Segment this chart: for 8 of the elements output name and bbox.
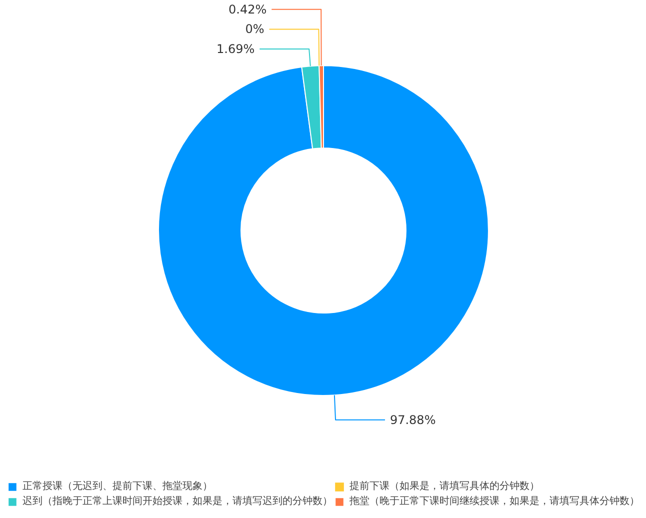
- data-label: 97.88%: [390, 412, 436, 427]
- data-label: 0.42%: [228, 2, 267, 16]
- data-label: 1.69%: [216, 42, 255, 56]
- legend-label: 拖堂（晚于正常下课时间继续授课，如果是，请填写具体分钟数）: [350, 494, 640, 508]
- legend-label: 迟到（指晚于正常上课时间开始授课，如果是，请填写迟到的分钟数）: [22, 494, 332, 508]
- legend-label: 正常授课（无迟到、提前下课、拖堂现象）: [22, 480, 212, 493]
- legend-label: 提前下课（如果是，请填写具体的分钟数）: [350, 480, 540, 493]
- text: 0%: [245, 22, 264, 36]
